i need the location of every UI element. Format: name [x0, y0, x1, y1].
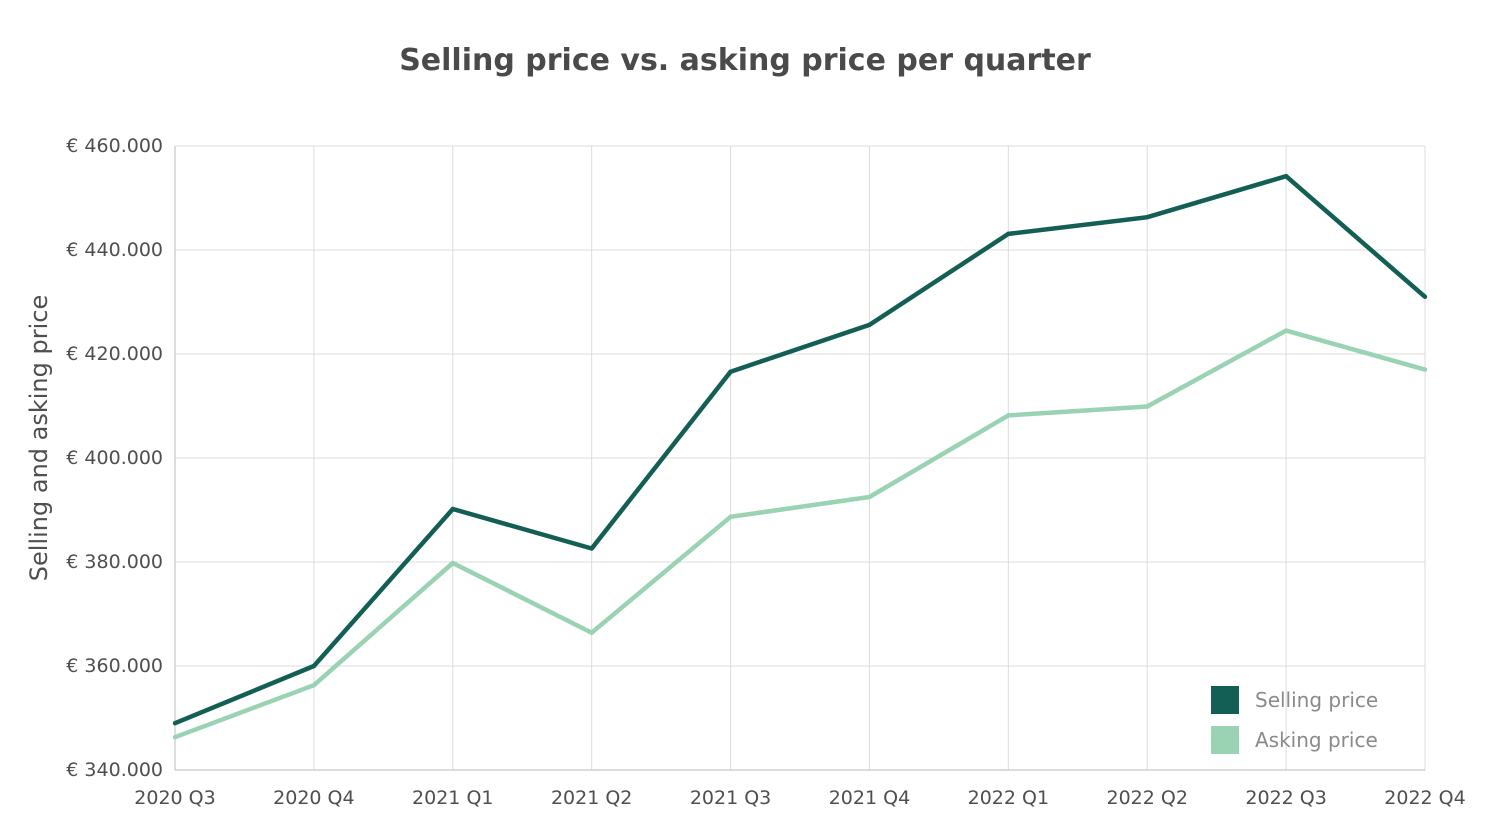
chart-title: Selling price vs. asking price per quart… — [399, 43, 1091, 78]
legend: Selling price Asking price — [1211, 686, 1378, 754]
series-line-asking-price — [174, 328, 1426, 740]
y-tick-label: € 340.000 — [66, 759, 163, 781]
data-point-asking-price — [728, 514, 733, 519]
x-tick-label: 2022 Q4 — [1384, 787, 1465, 809]
y-axis-ticks: € 340.000 € 360.000 € 380.000 € 400.000 € 42… — [66, 135, 163, 781]
data-point-selling-price — [1422, 294, 1428, 299]
data-point-selling-price — [1145, 215, 1150, 220]
y-tick-label: € 460.000 — [66, 135, 163, 157]
data-point-asking-price — [1422, 367, 1428, 372]
data-point-asking-price — [450, 560, 455, 566]
y-tick-label: € 360.000 — [66, 655, 163, 677]
series-lines — [172, 173, 1428, 740]
x-tick-label: 2022 Q1 — [968, 787, 1049, 809]
x-tick-label: 2021 Q2 — [551, 787, 632, 809]
data-point-selling-price — [867, 322, 872, 328]
data-point-asking-price — [1283, 328, 1289, 333]
x-tick-label: 2020 Q4 — [273, 787, 354, 809]
gridlines — [175, 145, 1426, 770]
y-tick-label: € 400.000 — [66, 447, 163, 469]
data-point-selling-price — [728, 369, 733, 374]
data-point-selling-price — [1006, 231, 1011, 237]
data-point-selling-price — [450, 506, 455, 512]
legend-label: Selling price — [1255, 688, 1378, 712]
legend-swatch — [1211, 726, 1239, 754]
data-point-asking-price — [172, 735, 178, 740]
data-point-asking-price — [867, 494, 872, 500]
x-tick-label: 2021 Q4 — [829, 787, 910, 809]
y-tick-label: € 380.000 — [66, 551, 163, 573]
data-point-asking-price — [589, 630, 594, 635]
data-point-asking-price — [1006, 413, 1011, 418]
x-tick-label: 2021 Q3 — [690, 787, 771, 809]
y-tick-label: € 440.000 — [66, 239, 163, 261]
axes — [174, 146, 1425, 771]
x-tick-label: 2022 Q2 — [1107, 787, 1188, 809]
x-axis-ticks: 2020 Q3 2020 Q4 2021 Q1 2021 Q2 2021 Q3 2021 … — [134, 787, 1465, 809]
data-point-asking-price — [311, 683, 317, 688]
legend-swatch — [1211, 686, 1239, 714]
data-point-selling-price — [311, 663, 317, 669]
y-tick-label: € 420.000 — [66, 343, 163, 365]
x-tick-label: 2022 Q3 — [1245, 787, 1326, 809]
data-point-asking-price — [1145, 404, 1150, 409]
legend-label: Asking price — [1255, 728, 1378, 752]
data-point-selling-price — [1283, 173, 1289, 179]
series-line-selling-price — [174, 173, 1427, 726]
data-point-selling-price — [589, 546, 594, 551]
x-tick-label: 2021 Q1 — [412, 787, 493, 809]
y-axis-label: Selling and asking price — [25, 295, 53, 581]
data-point-selling-price — [172, 721, 178, 726]
x-tick-label: 2020 Q3 — [134, 787, 215, 809]
